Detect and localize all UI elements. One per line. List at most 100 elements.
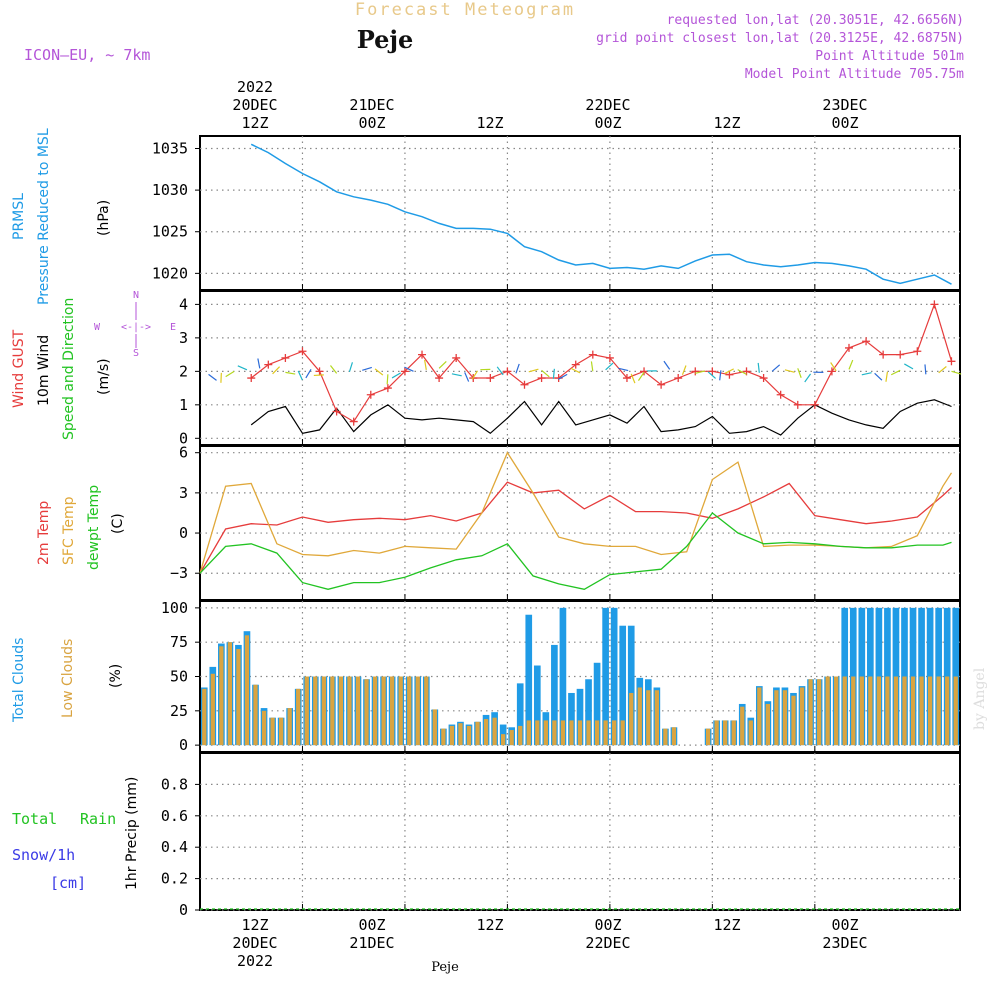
low-cloud-bar <box>808 679 813 746</box>
t2m-label: 2m Temp <box>36 501 52 565</box>
temp-unit: (C) <box>110 513 126 534</box>
snow-unit-label: [cm] <box>50 874 86 892</box>
gust-marker <box>793 400 802 409</box>
model-altitude: Model Point Altitude 705.75m <box>745 67 964 82</box>
total-clouds-label: Total Clouds <box>11 638 27 723</box>
y-tick-label: 0.4 <box>161 838 188 856</box>
low-cloud-bar <box>278 717 284 746</box>
wind-direction-arrow <box>348 362 354 373</box>
gust-marker <box>947 357 956 366</box>
wind-direction-arrow <box>305 369 312 379</box>
y-tick-label: 75 <box>170 633 188 651</box>
gust-marker <box>810 400 819 409</box>
low-cloud-bar <box>330 676 335 746</box>
prmsl-label: PRMSL <box>11 193 27 240</box>
low-cloud-bar <box>347 676 352 746</box>
wind-direction-arrow <box>225 370 235 378</box>
wind-direction-arrow <box>924 364 927 375</box>
y-tick-label: 0 <box>179 901 188 919</box>
gust-marker <box>281 353 290 362</box>
low-cloud-bar <box>441 728 446 746</box>
footer-location: Peje <box>431 960 459 975</box>
wind-side-labels: Wind GUST 10m Wind Speed and Direction (… <box>11 290 176 440</box>
total-cloud-bar <box>593 662 601 746</box>
gust-marker <box>879 350 888 359</box>
low-cloud-bar <box>945 676 950 746</box>
wind-unit: (m/s) <box>96 358 112 395</box>
low-cloud-bar <box>210 673 215 746</box>
wind-direction-arrow <box>391 372 401 379</box>
low-cloud-bar <box>552 720 557 746</box>
low-cloud-bar <box>654 690 659 746</box>
total-cloud-bar <box>551 644 558 746</box>
low-cloud-bar <box>825 676 830 746</box>
gust-marker <box>247 374 256 383</box>
gust-marker <box>366 390 375 399</box>
low-cloud-bar <box>910 676 916 746</box>
gust-marker <box>264 360 273 369</box>
wind-direction-arrow <box>285 371 296 375</box>
gust-marker <box>537 374 546 383</box>
gust-marker <box>605 353 614 362</box>
wind-direction-arrow <box>451 373 462 377</box>
low-cloud-bar <box>927 676 933 746</box>
gust-marker <box>657 380 666 389</box>
wind-direction-arrow <box>719 370 722 381</box>
low-cloud-bar <box>227 642 233 746</box>
wind-direction-arrow <box>663 360 671 370</box>
wind-direction-arrow <box>464 372 470 382</box>
gust-marker <box>452 353 461 362</box>
requested-coords: requested lon,lat (20.3051E, 42.6656N) <box>667 13 964 28</box>
low-cloud-bar <box>483 719 489 746</box>
wind-direction-arrow <box>784 369 795 373</box>
clouds-side-labels: Total Clouds Low Clouds (%) <box>11 638 124 723</box>
wind-direction-arrow <box>438 360 447 369</box>
y-tick-label: 50 <box>170 668 188 686</box>
bottom-tick-hour: 00Z <box>594 916 621 934</box>
low-cloud-bar <box>381 676 386 746</box>
gust-marker <box>844 343 853 352</box>
wind-direction-arrow <box>804 373 812 383</box>
wind-direction-arrow <box>938 366 947 374</box>
total-cloud-bar <box>559 607 567 746</box>
total-cloud-bar <box>610 607 618 746</box>
location-title: Peje <box>357 25 414 54</box>
wind-direction-arrow <box>541 369 550 378</box>
low-cloud-bar <box>936 676 941 746</box>
temp-side-labels: 2m Temp SFC Temp dewpt Temp (C) <box>36 485 126 570</box>
gust-marker <box>503 367 512 376</box>
low-cloud-bar <box>919 676 924 746</box>
bottom-tick-year: 2022 <box>237 952 273 970</box>
low-cloud-bar <box>859 676 864 746</box>
gust-marker <box>862 337 871 346</box>
gust-marker <box>418 350 427 359</box>
panel-frame <box>199 752 961 911</box>
wind-direction-arrow <box>707 371 716 379</box>
gust-marker <box>571 360 580 369</box>
pressure-unit: (hPa) <box>96 200 112 236</box>
bottom-tick-date: 23DEC <box>822 934 867 952</box>
total-label: Total <box>12 810 57 828</box>
low-cloud-bar <box>834 676 839 746</box>
gust-marker <box>349 417 358 426</box>
bottom-tick-hour: 00Z <box>831 916 858 934</box>
low-cloud-bar <box>535 720 540 746</box>
wind-direction-arrow <box>552 368 555 379</box>
top-tick-hour: 00Z <box>594 114 621 132</box>
low-cloud-bar <box>270 717 275 746</box>
panel-frame <box>199 135 961 291</box>
low-cloud-bar <box>612 720 617 746</box>
wind-direction-arrow <box>208 373 217 381</box>
bottom-tick-hour: 12Z <box>713 916 740 934</box>
wind-direction-arrow <box>237 365 248 371</box>
bottom-tick-hour: 00Z <box>358 916 385 934</box>
wind-direction-arrow <box>471 370 479 380</box>
y-tick-label: 0 <box>179 524 188 542</box>
y-tick-label: 3 <box>179 484 188 502</box>
wind-speed-line <box>250 399 952 436</box>
low-cloud-bar <box>338 676 344 746</box>
y-tick-label: 1035 <box>152 139 188 157</box>
wind-direction-arrow <box>528 368 539 373</box>
top-tick-date: 23DEC <box>822 96 867 114</box>
wind-direction-arrow <box>605 362 614 371</box>
